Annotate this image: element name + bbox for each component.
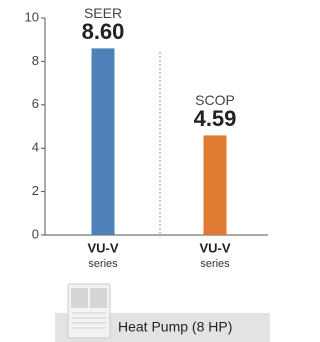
product-icon — [68, 284, 110, 338]
y-tick-label: 6 — [32, 96, 39, 111]
footer-label: Heat Pump (8 HP) — [118, 319, 232, 335]
y-tick-label: 0 — [32, 226, 39, 241]
value-label: 4.59 — [194, 106, 237, 131]
y-tick-label: 10 — [25, 9, 39, 24]
y-tick-label: 2 — [32, 183, 39, 198]
x-tick-label: VU-V — [87, 240, 118, 255]
x-tick-label: VU-V — [199, 240, 230, 255]
x-tick-label: series — [88, 258, 118, 270]
chart: Heat Pump (8 HP) 0 2 4 6 8 10 VU-V series VU-V se… — [0, 0, 284, 342]
value-label: 8.60 — [82, 19, 125, 44]
y-tick-label: 8 — [32, 53, 39, 68]
bar — [204, 135, 227, 235]
y-tick-label: 4 — [32, 140, 39, 155]
x-tick-label: series — [200, 258, 230, 270]
bar — [92, 48, 115, 235]
